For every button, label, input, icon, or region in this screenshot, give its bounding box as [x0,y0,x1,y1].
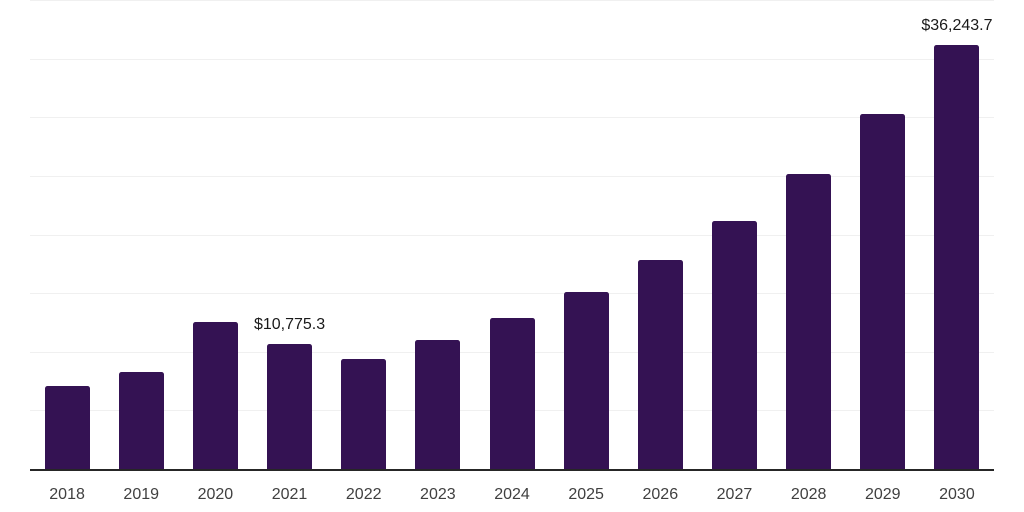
bar-2023[interactable] [415,339,461,470]
x-tick-label-2030: 2030 [939,486,975,503]
x-tick-label-2023: 2023 [420,486,456,503]
x-tick-label-2029: 2029 [864,486,901,503]
x-tick-label-2020: 2020 [197,486,234,503]
gridline-40000 [30,0,994,1]
bar-2027[interactable] [711,220,757,470]
bar-2025[interactable] [563,291,609,470]
bar-2026[interactable] [637,259,683,470]
x-tick-label-2027: 2027 [716,486,753,503]
bar-2018[interactable] [44,385,90,470]
bar-2024[interactable] [489,317,535,470]
gridline-35000 [30,58,994,60]
x-tick-label-2026: 2026 [642,486,679,503]
x-axis-line [30,469,994,471]
data-label-2030: $36,243.7 [921,17,993,35]
x-tick-label-2018: 2018 [49,486,85,503]
x-tick-label-2028: 2028 [790,486,827,503]
x-tick-label-2022: 2022 [345,486,382,503]
gridline-20000 [30,234,994,236]
bar-2020[interactable] [192,321,238,470]
bar-2030[interactable] [934,45,980,470]
plot-area: $10,775.3 $36,243.7 [30,0,994,470]
bar-2028[interactable] [786,173,832,470]
bar-2021[interactable] [267,343,313,470]
bar-2029[interactable] [860,114,906,470]
bar-2022[interactable] [341,358,387,470]
gridline-30000 [30,117,994,119]
x-tick-label-2025: 2025 [568,486,604,503]
gridline-15000 [30,293,994,295]
x-tick-label-2021: 2021 [271,486,308,503]
data-label-2021: $10,775.3 [253,315,326,333]
x-tick-label-2019: 2019 [123,486,160,503]
gridline-25000 [30,175,994,177]
x-tick-label-2024: 2024 [494,486,530,503]
bar-2019[interactable] [118,372,164,470]
